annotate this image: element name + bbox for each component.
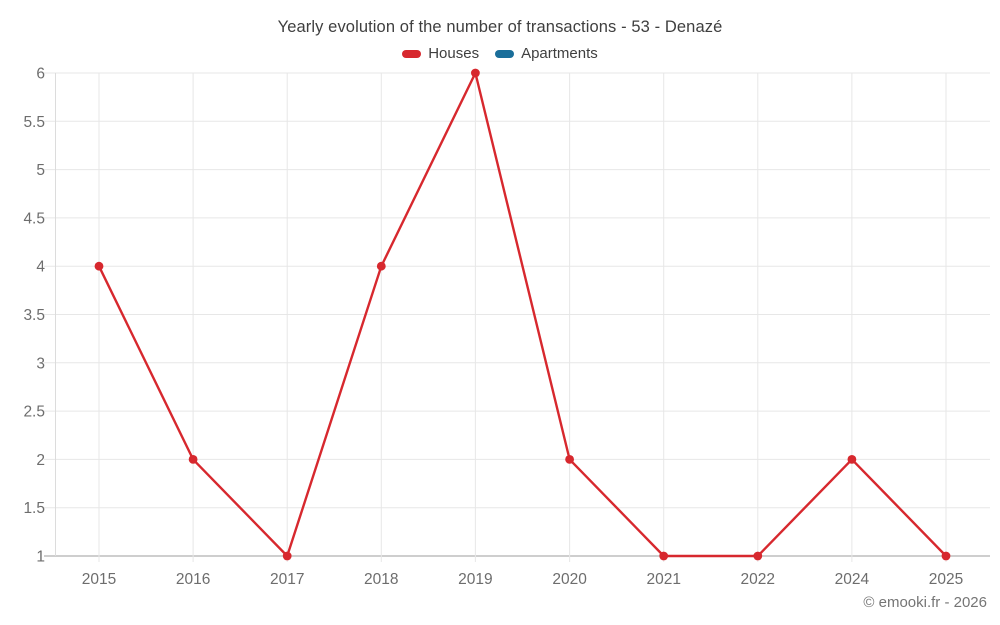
x-axis-label: 2020 <box>552 571 587 588</box>
x-axis-label: 2019 <box>458 571 492 588</box>
y-axis-label: 5.5 <box>23 114 45 131</box>
data-point-2017[interactable] <box>282 551 292 561</box>
data-point-2022[interactable] <box>753 551 763 561</box>
houses-line <box>97 71 947 558</box>
y-axis-label: 5 <box>36 162 45 179</box>
y-axis-label: 2 <box>36 452 45 469</box>
y-axis-label: 1 <box>36 549 45 566</box>
legend-label-houses: Houses <box>428 45 480 62</box>
x-axis-label: 2021 <box>646 571 680 588</box>
legend-item-houses[interactable]: Houses <box>402 45 479 62</box>
x-axis-label: 2018 <box>364 571 398 588</box>
x-axis-label: 2016 <box>176 571 210 588</box>
data-point-2024[interactable] <box>847 455 857 464</box>
legend-label-apartments: Apartments <box>521 45 598 62</box>
data-point-2015[interactable] <box>94 261 104 271</box>
y-axis-label: 3 <box>36 355 45 372</box>
y-axis-label: 2.5 <box>23 404 45 421</box>
chart-legend: Houses Apartments <box>0 45 1000 62</box>
y-axis-label: 3.5 <box>23 307 45 324</box>
y-axis-label: 4.5 <box>23 210 45 227</box>
copyright-credit: © emooki.fr - 2026 <box>863 594 987 611</box>
legend-item-apartments[interactable]: Apartments <box>495 45 598 62</box>
data-point-2019[interactable] <box>471 68 480 78</box>
y-axis-label: 6 <box>36 66 45 83</box>
x-axis-label: 2025 <box>929 571 963 588</box>
apartments-swatch-icon <box>495 49 515 58</box>
data-point-2018[interactable] <box>376 261 386 271</box>
data-point-2020[interactable] <box>565 455 574 464</box>
y-axis-label: 1.5 <box>23 500 45 517</box>
x-axis-label: 2015 <box>82 571 116 588</box>
houses-swatch-icon <box>402 49 422 58</box>
x-axis-label: 2022 <box>741 571 775 588</box>
x-axis-label: 2017 <box>270 571 304 588</box>
chart-title: Yearly evolution of the number of transa… <box>277 18 723 36</box>
y-axis-label: 4 <box>36 259 45 276</box>
x-axis-label: 2024 <box>835 571 870 588</box>
data-point-2016[interactable] <box>188 455 198 464</box>
data-point-2021[interactable] <box>659 551 669 561</box>
data-point-2025[interactable] <box>941 551 951 561</box>
